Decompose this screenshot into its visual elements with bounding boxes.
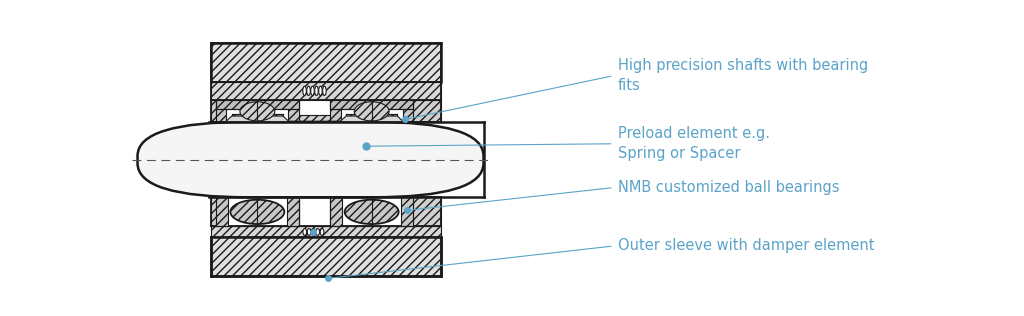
Bar — [401, 197, 413, 227]
Polygon shape — [340, 116, 403, 122]
Bar — [413, 100, 441, 122]
Bar — [402, 100, 413, 122]
Ellipse shape — [311, 228, 315, 235]
Ellipse shape — [315, 228, 319, 235]
Bar — [331, 197, 342, 227]
Ellipse shape — [230, 200, 285, 224]
Bar — [211, 227, 441, 237]
Ellipse shape — [345, 200, 398, 224]
Bar — [211, 82, 441, 100]
Bar — [211, 237, 441, 276]
Bar — [216, 197, 228, 227]
FancyBboxPatch shape — [137, 122, 483, 197]
Bar — [287, 197, 299, 227]
Bar — [231, 113, 283, 122]
Ellipse shape — [310, 86, 314, 95]
Bar — [413, 197, 441, 227]
Ellipse shape — [354, 102, 389, 121]
Bar — [211, 197, 216, 227]
Ellipse shape — [318, 86, 323, 95]
Ellipse shape — [307, 228, 311, 235]
Ellipse shape — [314, 86, 318, 95]
Polygon shape — [225, 116, 290, 122]
Bar — [216, 100, 226, 122]
Text: Outer sleeve with damper element: Outer sleeve with damper element — [617, 239, 874, 253]
Bar — [216, 100, 299, 109]
Bar — [299, 197, 331, 227]
Bar — [331, 100, 413, 109]
Bar — [346, 113, 397, 122]
Ellipse shape — [240, 102, 274, 121]
Ellipse shape — [321, 228, 324, 235]
Ellipse shape — [303, 86, 306, 95]
Ellipse shape — [323, 86, 327, 95]
Text: High precision shafts with bearing
fits: High precision shafts with bearing fits — [617, 58, 868, 93]
Bar — [211, 100, 216, 122]
Ellipse shape — [303, 228, 306, 235]
Ellipse shape — [307, 86, 310, 95]
Text: NMB customized ball bearings: NMB customized ball bearings — [617, 180, 839, 195]
Bar — [211, 43, 441, 82]
Bar — [289, 100, 299, 122]
Text: Preload element e.g.
Spring or Spacer: Preload element e.g. Spring or Spacer — [617, 126, 770, 161]
Bar — [331, 100, 341, 122]
Bar — [299, 115, 331, 122]
